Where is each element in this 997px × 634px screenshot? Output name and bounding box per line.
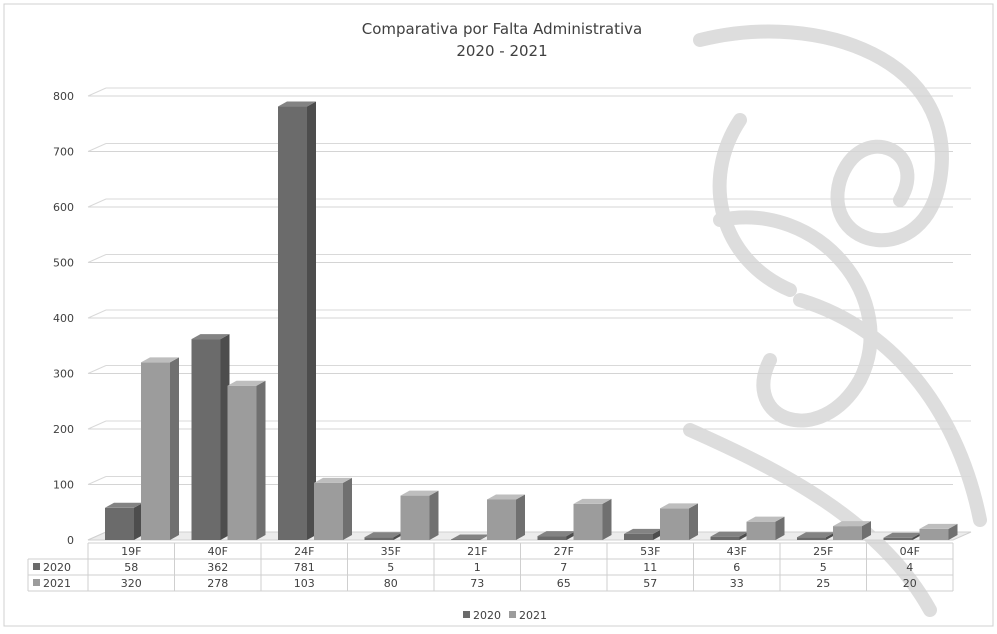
data-label: 73	[470, 577, 484, 590]
y-tick-label: 600	[53, 201, 74, 214]
gridline-side	[87, 309, 107, 319]
bar-2021-19F	[141, 357, 179, 540]
category-label: 04F	[900, 545, 920, 558]
category-label: 27F	[554, 545, 574, 558]
data-label: 7	[560, 561, 567, 574]
data-label: 278	[207, 577, 228, 590]
y-tick-label: 100	[53, 479, 74, 492]
table-series-label: 2020	[43, 561, 71, 574]
bar-2021-25F	[833, 521, 871, 540]
bar-2020-24F	[278, 101, 316, 541]
bar-2021-21F	[487, 494, 525, 540]
bar-2021-04F	[919, 523, 958, 540]
data-label: 5	[820, 561, 827, 574]
bar-2020-35F	[364, 532, 403, 540]
bar-2021-35F	[400, 490, 439, 540]
bars	[105, 101, 958, 541]
legend-label: 2020	[473, 609, 501, 622]
y-tick-label: 300	[53, 368, 74, 381]
bar-2021-40F	[227, 380, 266, 540]
bar-2021-27F	[573, 498, 612, 540]
data-label: 1	[474, 561, 481, 574]
y-tick-label: 200	[53, 423, 74, 436]
gridline-side	[87, 87, 107, 97]
data-table: 19F 40F 24F 35F 21F 27F 53F 43F 25F 04F 2020 58 362 7…	[27, 542, 954, 592]
bar-2020-43F	[710, 531, 749, 540]
bar-2020-53F	[624, 528, 662, 540]
legend-label: 2021	[519, 609, 547, 622]
data-label: 103	[294, 577, 315, 590]
gridline-side	[87, 476, 107, 485]
y-tick-label: 700	[53, 146, 74, 159]
chart-title: Comparativa por Falta Administrativa	[362, 20, 642, 38]
category-label: 43F	[727, 545, 747, 558]
category-label: 53F	[640, 545, 660, 558]
bar-2021-24F	[314, 477, 352, 540]
bar-2020-04F	[883, 532, 922, 540]
category-label: 40F	[208, 545, 228, 558]
bar-2020-27F	[537, 531, 576, 540]
data-label: 80	[384, 577, 398, 590]
data-label: 320	[121, 577, 142, 590]
legend-key	[509, 611, 516, 618]
y-tick-label: 500	[53, 257, 74, 270]
table-legend-key	[33, 563, 40, 570]
y-tick-label: 0	[67, 534, 74, 547]
data-label: 6	[733, 561, 740, 574]
gridline-side	[87, 420, 107, 430]
gridline-side	[87, 198, 107, 208]
y-tick-label: 800	[53, 90, 74, 103]
bar-2020-19F	[105, 502, 143, 540]
gridline-side	[87, 365, 107, 374]
data-label: 33	[730, 577, 744, 590]
data-label: 4	[906, 561, 913, 574]
data-label: 65	[557, 577, 571, 590]
data-label: 362	[207, 561, 228, 574]
table-series-label: 2021	[43, 577, 71, 590]
category-label: 35F	[381, 545, 401, 558]
bar-2020-25F	[797, 532, 835, 540]
chart-subtitle: 2020 - 2021	[456, 42, 547, 60]
category-label: 24F	[294, 545, 314, 558]
data-label: 25	[816, 577, 830, 590]
gridline-side	[87, 254, 107, 263]
data-label: 58	[124, 561, 138, 574]
data-label: 5	[387, 561, 394, 574]
bar-2020-40F	[191, 334, 230, 540]
data-label: 11	[643, 561, 657, 574]
table-legend-key	[33, 579, 40, 586]
category-label: 19F	[121, 545, 141, 558]
data-label: 781	[294, 561, 315, 574]
bar-2021-53F	[660, 503, 698, 540]
category-label: 21F	[467, 545, 487, 558]
gridline-side	[87, 143, 107, 152]
y-axis-ticks: 0 100 200 300 400 500 600 700 800	[53, 90, 74, 547]
category-label: 25F	[813, 545, 833, 558]
bar-2021-43F	[746, 516, 785, 540]
data-label: 57	[643, 577, 657, 590]
bar-2020-21F	[451, 534, 489, 540]
chart-border	[3, 3, 994, 627]
legend-key	[463, 611, 470, 618]
y-tick-label: 400	[53, 312, 74, 325]
data-label: 20	[903, 577, 917, 590]
legend: 2020 2021	[463, 609, 547, 622]
